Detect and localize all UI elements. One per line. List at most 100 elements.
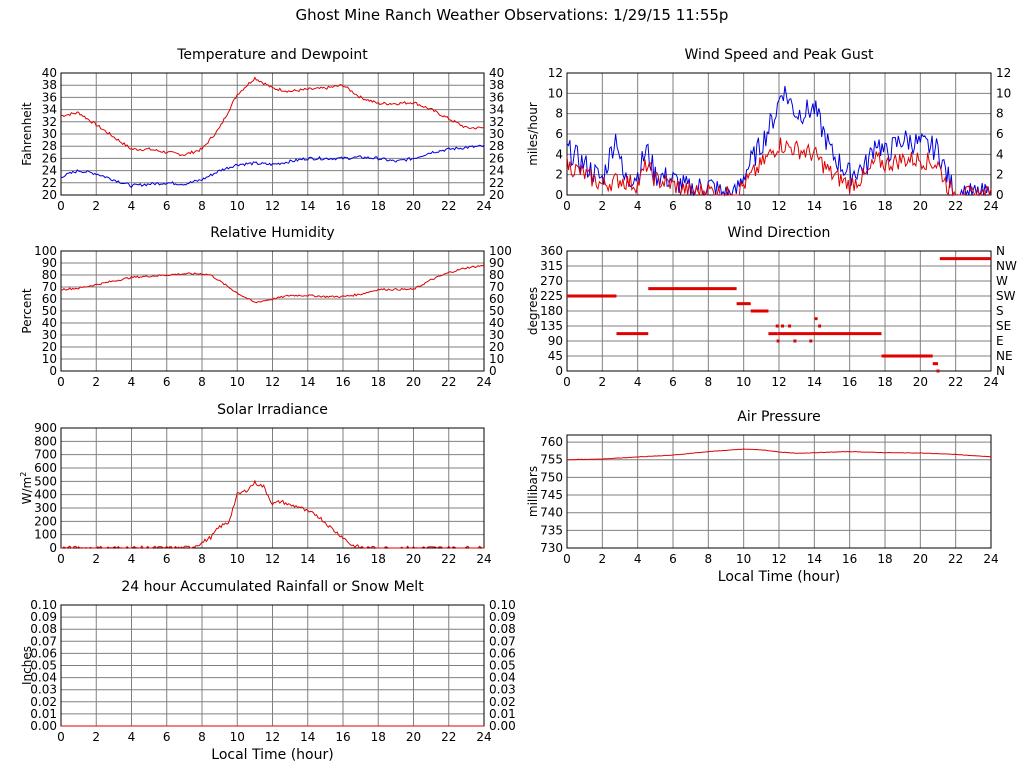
y-axis-label: miles/hour: [526, 102, 540, 166]
x-tick-label: 12: [771, 552, 786, 566]
x-tick-label: 2: [92, 552, 100, 566]
y-axis-label: W/m2: [19, 472, 34, 505]
y-tick-label: 70: [42, 280, 57, 294]
y-tick-label: 745: [540, 488, 563, 502]
right-tick-label: 0: [996, 188, 1004, 202]
right-tick-label: 0: [489, 364, 497, 378]
right-tick-label: 6: [996, 127, 1004, 141]
right-tick-label: 0.01: [489, 707, 516, 721]
x-tick-label: 16: [842, 199, 857, 213]
x-tick-label: 10: [230, 730, 245, 744]
x-tick-label: 12: [771, 375, 786, 389]
x-tick-label: 18: [371, 552, 386, 566]
x-tick-label: 6: [669, 375, 677, 389]
y-tick-label: 0.02: [30, 695, 57, 709]
y-tick-label: 0.09: [30, 610, 57, 624]
y-tick-label: 8: [555, 107, 563, 121]
x-tick-label: 0: [57, 375, 65, 389]
right-tick-label: 90: [489, 256, 504, 270]
y-tick-label: 360: [540, 244, 563, 258]
right-tick-label: 50: [489, 304, 504, 318]
right-tick-label: NW: [996, 259, 1017, 273]
right-tick-label: 0.02: [489, 695, 516, 709]
y-tick-label: 36: [42, 90, 57, 104]
right-tick-label: 0.04: [489, 671, 516, 685]
x-axis-label: Local Time (hour): [211, 747, 333, 763]
right-tick-label: 30: [489, 328, 504, 342]
direction-point: [936, 369, 940, 373]
y-tick-label: 225: [540, 289, 563, 303]
direction-point: [781, 324, 785, 328]
right-tick-label: 20: [489, 188, 504, 202]
right-tick-label: 0.09: [489, 610, 516, 624]
series-line-blue: [566, 85, 991, 197]
x-tick-label: 0: [57, 730, 65, 744]
x-tick-label: 8: [198, 199, 206, 213]
right-tick-label: SE: [996, 319, 1011, 333]
right-tick-label: 2: [996, 168, 1004, 182]
x-tick-label: 2: [599, 375, 607, 389]
x-tick-label: 18: [371, 199, 386, 213]
x-tick-label: 6: [163, 199, 171, 213]
x-tick-label: 22: [441, 730, 456, 744]
y-tick-label: 500: [34, 474, 57, 488]
x-tick-label: 4: [128, 199, 136, 213]
x-tick-label: 14: [300, 375, 315, 389]
x-tick-label: 20: [913, 552, 928, 566]
x-tick-label: 24: [983, 552, 998, 566]
right-tick-label: 0.00: [489, 719, 516, 733]
x-tick-label: 14: [807, 552, 822, 566]
x-tick-label: 4: [634, 199, 642, 213]
y-tick-label: 26: [42, 151, 57, 165]
x-tick-label: 24: [983, 199, 998, 213]
y-tick-label: 740: [540, 506, 563, 520]
x-tick-label: 18: [371, 375, 386, 389]
x-tick-label: 6: [669, 199, 677, 213]
y-tick-label: 90: [548, 334, 563, 348]
y-tick-label: 900: [34, 421, 57, 435]
plot-frame: [566, 434, 992, 549]
y-tick-label: 0.10: [30, 598, 57, 612]
right-tick-label: 22: [489, 176, 504, 190]
y-tick-label: 40: [42, 316, 57, 330]
chart-title: Wind Speed and Peak Gust: [685, 47, 874, 63]
x-tick-label: 24: [983, 375, 998, 389]
y-tick-label: 600: [34, 461, 57, 475]
x-tick-label: 20: [406, 552, 421, 566]
right-tick-label: 30: [489, 127, 504, 141]
x-tick-label: 0: [563, 199, 571, 213]
y-tick-label: 0: [555, 188, 563, 202]
x-tick-label: 2: [92, 730, 100, 744]
page-title: Ghost Mine Ranch Weather Observations: 1…: [295, 6, 729, 24]
chart-title: 24 hour Accumulated Rainfall or Snow Mel…: [121, 579, 424, 595]
direction-point: [788, 324, 792, 328]
y-tick-label: 0: [49, 541, 57, 555]
y-tick-label: 24: [42, 164, 57, 178]
right-tick-label: 100: [489, 244, 512, 258]
y-axis-label: millibars: [526, 466, 540, 517]
right-tick-label: 24: [489, 164, 504, 178]
x-tick-label: 16: [335, 730, 350, 744]
y-tick-label: 0.06: [30, 646, 57, 660]
y-tick-label: 700: [34, 448, 57, 462]
y-tick-label: 315: [540, 259, 563, 273]
x-tick-label: 8: [705, 199, 713, 213]
right-tick-label: 70: [489, 280, 504, 294]
x-tick-label: 22: [441, 199, 456, 213]
y-axis-label: Fahrenheit: [20, 102, 34, 166]
series-line-red: [566, 137, 992, 197]
x-tick-label: 8: [198, 552, 206, 566]
y-tick-label: 20: [42, 188, 57, 202]
right-tick-label: W: [996, 274, 1008, 288]
y-tick-label: 0.00: [30, 719, 57, 733]
x-tick-label: 12: [265, 199, 280, 213]
series-line-red: [60, 76, 485, 157]
y-tick-label: 730: [540, 541, 563, 555]
y-tick-label: 2: [555, 168, 563, 182]
chart-title: Air Pressure: [737, 409, 820, 425]
y-tick-label: 0: [555, 364, 563, 378]
